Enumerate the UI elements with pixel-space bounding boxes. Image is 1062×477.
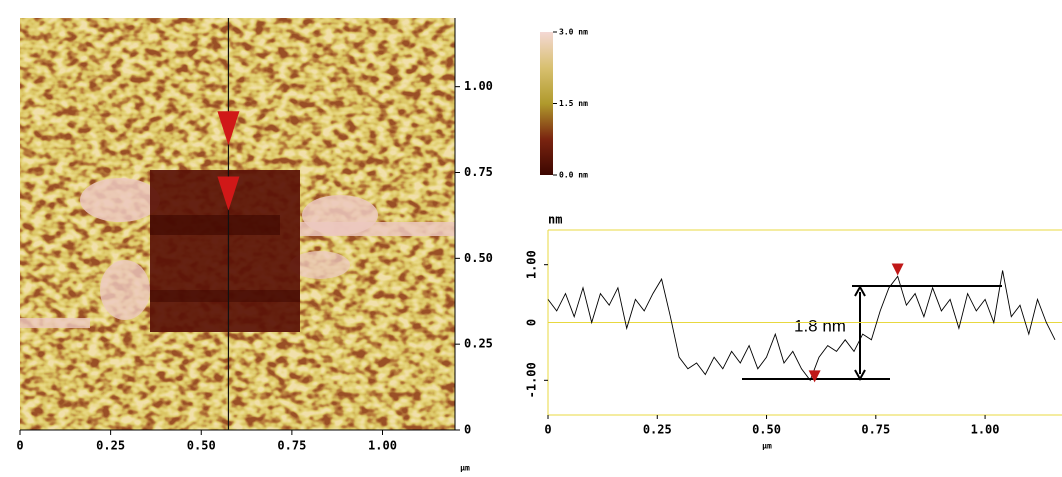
x-tick-label: 0.25 [643, 423, 672, 437]
colorbar-tick-label: 3.0 nm [559, 28, 588, 37]
profile-line [547, 270, 1056, 382]
profile-marker [808, 370, 821, 383]
section-cursor [217, 176, 240, 211]
y-tick-label: -1.00 [525, 362, 539, 398]
x-tick-label: 0.50 [752, 423, 781, 437]
x-tick-label: 1.00 [368, 439, 397, 453]
x-tick-label: 0 [16, 439, 23, 453]
profile-y-label: nm [548, 213, 562, 227]
y-tick-label: 0.75 [464, 165, 493, 179]
x-tick-label: 0 [544, 423, 551, 437]
x-tick-label: 1.00 [971, 423, 1000, 437]
y-tick-label: 0.50 [464, 251, 493, 265]
x-tick-label: 0.25 [96, 439, 125, 453]
section-cursor [217, 111, 240, 146]
x-tick-label: 0.75 [861, 423, 890, 437]
colorbar [540, 32, 553, 175]
y-tick-label: 1.00 [525, 250, 539, 279]
y-tick-label: 0.25 [464, 337, 493, 351]
profile-marker [891, 263, 904, 276]
colorbar-tick-label: 0.0 nm [559, 171, 588, 180]
y-tick-label: 1.00 [464, 79, 493, 93]
y-tick-label: 0 [464, 423, 471, 437]
image-x-label: µm [460, 464, 470, 473]
step-measure [742, 284, 1002, 382]
x-tick-label: 0.75 [277, 439, 306, 453]
y-tick-label: 0 [525, 319, 539, 326]
colorbar-tick-label: 1.5 nm [559, 99, 588, 108]
profile-x-label: µm [762, 442, 772, 451]
x-tick-label: 0.50 [187, 439, 216, 453]
step-annotation: 1.8 nm [794, 316, 846, 335]
